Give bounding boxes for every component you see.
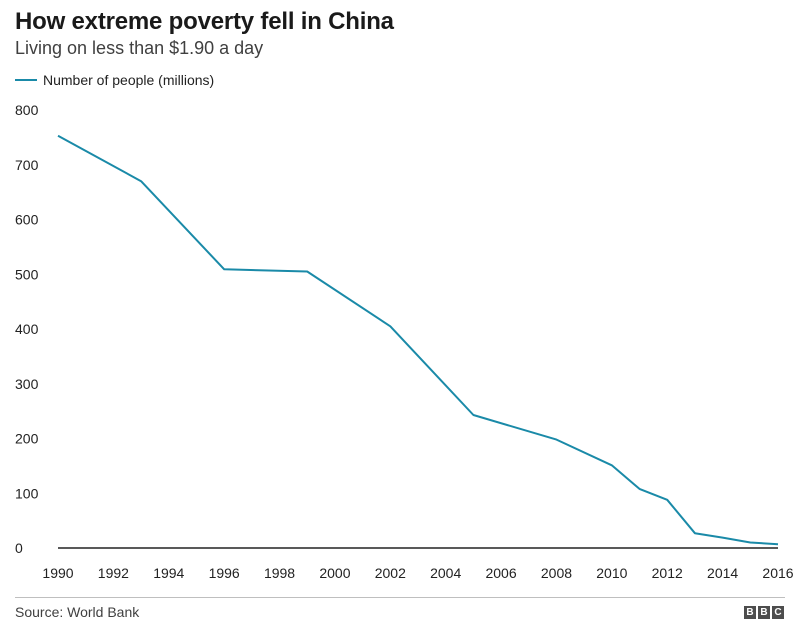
y-tick-label: 800: [15, 102, 39, 118]
footer-divider: [15, 597, 785, 598]
x-tick-label: 1992: [98, 565, 129, 581]
chart-subtitle: Living on less than $1.90 a day: [15, 38, 264, 58]
x-tick-label: 2006: [485, 565, 516, 581]
x-tick-label: 2002: [375, 565, 406, 581]
y-tick-label: 100: [15, 485, 39, 501]
x-tick-label: 2012: [652, 565, 683, 581]
logo-letter: B: [758, 606, 770, 619]
x-tick-label: 2000: [319, 565, 350, 581]
legend: Number of people (millions): [15, 72, 214, 88]
y-tick-label: 400: [15, 321, 39, 337]
x-tick-label: 2010: [596, 565, 627, 581]
y-tick-label: 600: [15, 212, 39, 228]
x-tick-label: 1998: [264, 565, 295, 581]
y-tick-label: 500: [15, 266, 39, 282]
x-tick-label: 2016: [762, 565, 793, 581]
source-note: Source: World Bank: [15, 604, 140, 620]
series-line: [57, 134, 779, 546]
bbc-logo: B B C: [744, 606, 784, 619]
logo-letter: B: [744, 606, 756, 619]
legend-label: Number of people (millions): [43, 72, 215, 88]
x-tick-label: 2004: [430, 565, 461, 581]
x-tick-label: 2008: [541, 565, 572, 581]
x-tick-label: 2014: [707, 565, 738, 581]
x-tick-label: 1994: [153, 565, 184, 581]
x-tick-label: 1990: [42, 565, 73, 581]
legend-swatch: [15, 79, 37, 81]
x-tick-label: 1996: [209, 565, 240, 581]
logo-letter: C: [772, 606, 784, 619]
y-tick-label: 700: [15, 157, 39, 173]
y-tick-label: 0: [15, 540, 23, 556]
chart-title: How extreme poverty fell in China: [15, 8, 394, 35]
line-chart: 0 100 200 300 400 500 600 700 800 1990 1992 1994 199…: [15, 102, 794, 581]
y-tick-label: 300: [15, 376, 39, 392]
y-tick-label: 200: [15, 431, 39, 447]
